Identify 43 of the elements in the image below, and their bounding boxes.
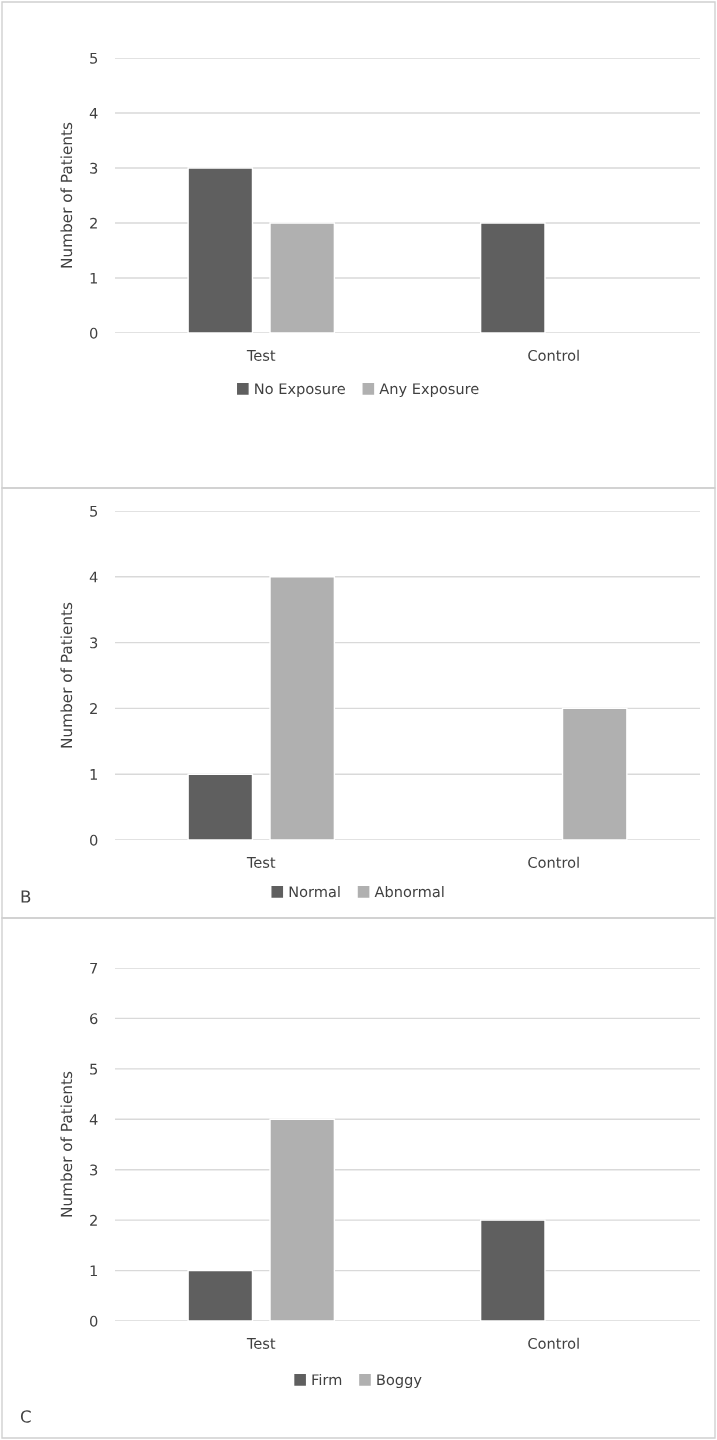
y-tick-label: 2 [90,703,97,714]
legend-label: Normal [289,885,340,898]
y-tick-label: 7 [90,962,98,974]
x-tick-label: Test [246,350,276,361]
y-axis-title: Number of Patients [60,122,73,268]
bar [561,707,628,840]
bar [187,773,254,840]
y-tick-label: 4 [89,571,98,583]
y-tick-label: 0 [90,834,98,846]
y-tick-label: 5 [90,52,98,64]
x-tick-label: Control [528,349,579,361]
legend-label: Boggy [377,1374,422,1389]
bar [479,1219,546,1321]
y-tick-label: 4 [89,107,98,119]
legend-label: Firm [312,1373,342,1386]
y-tick-label: 0 [90,327,98,339]
bar [187,1269,254,1321]
y-tick-label: 3 [90,162,98,174]
y-tick-label: 3 [90,1164,98,1176]
y-tick-label: 5 [90,1063,98,1075]
y-tick-label: 1 [90,769,97,780]
x-tick-label: Control [528,1337,579,1349]
legend-label: Any Exposure [379,383,479,398]
y-tick-label: 3 [90,637,98,649]
x-tick-label: Test [246,857,276,868]
y-tick-label: 4 [89,1114,98,1125]
legend-label: No Exposure [255,383,345,398]
text: B [21,890,31,903]
text: C [20,1410,31,1423]
y-tick-label: 0 [90,1315,98,1327]
bar [269,576,336,840]
legend-label: Abnormal [374,885,444,898]
y-tick-label: 5 [90,505,98,517]
y-axis-title: Number of Patients [60,602,73,748]
y-tick-label: 6 [90,1013,98,1025]
y-tick-label: 2 [90,1214,97,1226]
x-tick-label: Control [528,856,579,868]
y-tick-label: 2 [90,217,97,229]
y-tick-label: 1 [90,1265,97,1277]
y-tick-label: 1 [90,272,97,284]
y-axis-title: Number of Patients [60,1071,73,1217]
x-tick-label: Test [246,1338,276,1349]
bar [269,1118,336,1321]
